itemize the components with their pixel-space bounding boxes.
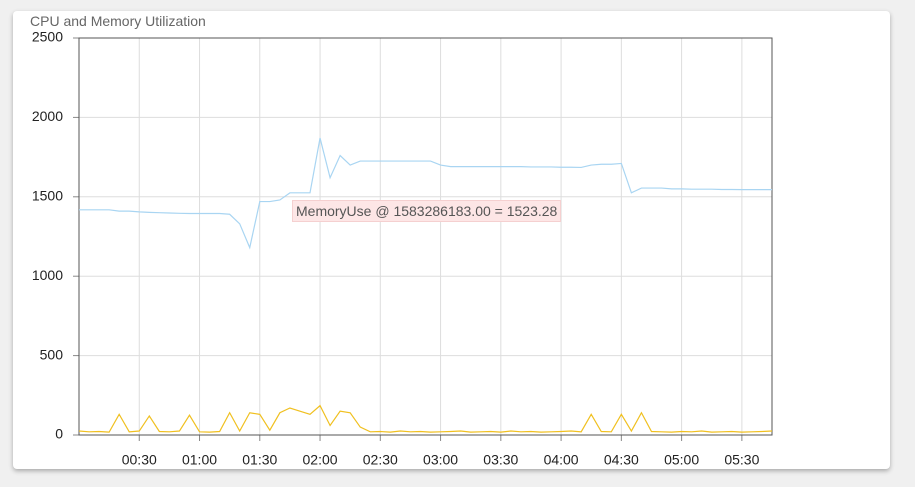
x-tick-label: 04:00 xyxy=(544,452,579,468)
chart: 0 500 1000 1500 2000 2500 00:30 01:00 01:30 02:00… xyxy=(32,29,773,468)
x-tick-label: 00:30 xyxy=(122,452,157,468)
x-tick-label: 01:30 xyxy=(242,452,277,468)
x-tick-label: 04:30 xyxy=(604,452,639,468)
x-tick-label: 01:00 xyxy=(182,452,217,468)
chart-title: CPU and Memory Utilization xyxy=(30,13,206,29)
plot-frame xyxy=(78,37,773,436)
series-line xyxy=(78,404,773,433)
x-tick-label: 03:00 xyxy=(423,452,458,468)
series-line xyxy=(79,137,772,250)
y-tick-label: 1000 xyxy=(32,267,63,283)
y-tick-label: 1500 xyxy=(32,188,63,204)
tooltip: MemoryUse @ 1583286183.00 = 1523.28 xyxy=(292,200,562,222)
y-tick-label: 2000 xyxy=(32,108,63,124)
y-tick-label: 0 xyxy=(55,426,63,442)
x-tick-label: 02:30 xyxy=(363,452,398,468)
x-tick-label: 05:00 xyxy=(664,452,699,468)
x-tick-label: 02:00 xyxy=(303,452,338,468)
x-tick-label: 03:30 xyxy=(483,452,518,468)
chart-card: CPU and Memory Utilization 0 500 1000 1500 2… xyxy=(13,11,890,469)
y-tick-label: 500 xyxy=(40,346,64,362)
y-tick-label: 2500 xyxy=(32,29,63,45)
x-tick-label: 05:30 xyxy=(724,452,759,468)
